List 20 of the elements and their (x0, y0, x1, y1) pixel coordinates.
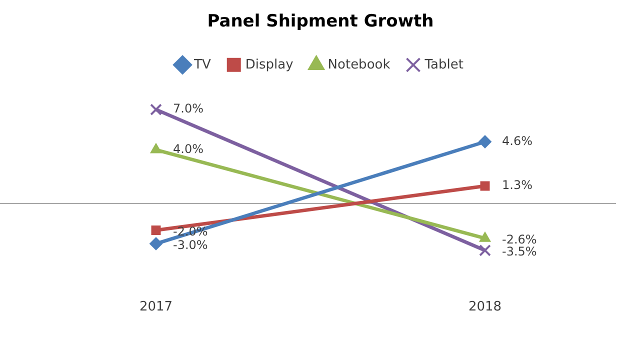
data-label: 1.3% (502, 178, 532, 192)
x-tick-label: 2017 (139, 300, 173, 315)
data-label: -3.0% (173, 238, 208, 252)
x-tick-label: 2018 (468, 300, 502, 315)
data-label: 7.0% (173, 102, 204, 116)
legend-label: Tablet (424, 57, 464, 72)
legend-label: TV (193, 57, 211, 72)
point (478, 135, 492, 148)
data-label: 4.0% (173, 142, 204, 156)
point (151, 226, 161, 236)
data-label: -2.6% (502, 232, 537, 246)
legend-label: Notebook (328, 57, 391, 72)
data-label: -3.5% (502, 244, 537, 259)
point (150, 237, 162, 250)
point (479, 244, 491, 256)
legend-label: Display (245, 57, 294, 72)
point (480, 181, 490, 191)
chart-title: Panel Shipment Growth (207, 12, 434, 32)
point (150, 104, 162, 116)
data-label: 4.6% (502, 134, 532, 148)
